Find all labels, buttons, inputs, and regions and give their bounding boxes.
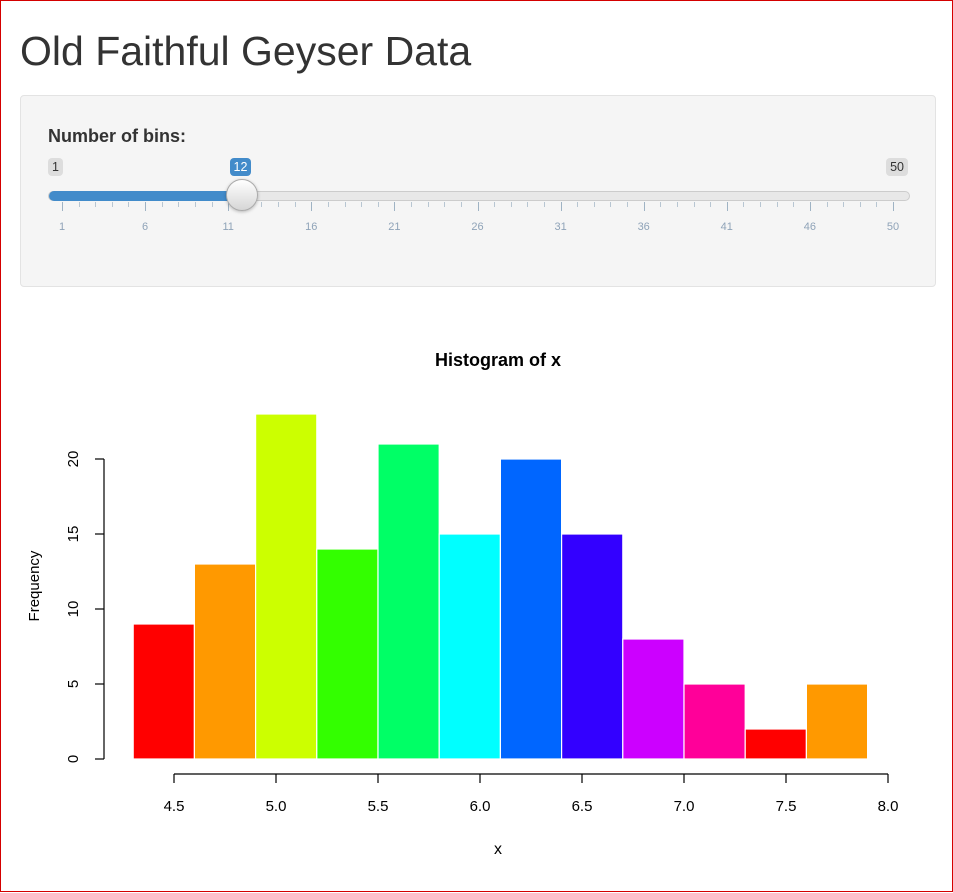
histogram-bar (622, 638, 685, 760)
x-tick-label: 5.5 (368, 798, 389, 815)
histogram-bar (499, 458, 563, 760)
bins-slider-label: Number of bins: (48, 126, 186, 146)
y-tick-label: 15 (65, 526, 82, 543)
x-tick-label: 6.0 (470, 798, 491, 815)
histogram-bar (438, 533, 502, 760)
x-axis: 4.5 5.0 5.5 6.0 6.5 7.0 7.5 8.0 (164, 773, 899, 815)
y-tick-label: 0 (65, 755, 82, 763)
sidebar-panel: Number of bins: 1 12 50 1 6 11 16 21 26 31 36 41… (20, 95, 936, 287)
histogram-bar (683, 683, 746, 760)
x-axis-label: x (494, 841, 502, 858)
histogram-bar (193, 563, 257, 760)
y-axis-label: Frequency (26, 550, 43, 621)
slider-max-badge: 50 (886, 158, 908, 176)
histogram-bar (255, 413, 318, 760)
y-axis: 0 5 10 15 20 (65, 451, 105, 763)
histogram-bar (316, 548, 379, 760)
y-tick-label: 5 (65, 680, 82, 688)
x-tick-label: 7.0 (674, 798, 695, 815)
histogram-bars (132, 413, 869, 760)
bins-slider-fill (49, 191, 243, 201)
bins-slider-track[interactable] (48, 191, 910, 201)
x-tick-label: 8.0 (878, 798, 899, 815)
histogram-bar (744, 728, 808, 760)
chart-title: Histogram of x (435, 350, 561, 370)
slider-min-badge: 1 (48, 158, 63, 176)
x-tick-label: 7.5 (776, 798, 797, 815)
x-tick-label: 5.0 (266, 798, 287, 815)
page-title: Old Faithful Geyser Data (20, 28, 472, 74)
y-tick-label: 10 (65, 601, 82, 618)
histogram-bar (560, 533, 624, 760)
x-tick-label: 4.5 (164, 798, 185, 815)
histogram-bar (377, 443, 440, 760)
x-tick-label: 6.5 (572, 798, 593, 815)
y-tick-label: 20 (65, 451, 82, 468)
histogram-bar (805, 683, 869, 760)
bins-slider-handle[interactable] (225, 179, 258, 211)
histogram-bar (132, 623, 195, 760)
slider-value-badge: 12 (229, 158, 252, 176)
